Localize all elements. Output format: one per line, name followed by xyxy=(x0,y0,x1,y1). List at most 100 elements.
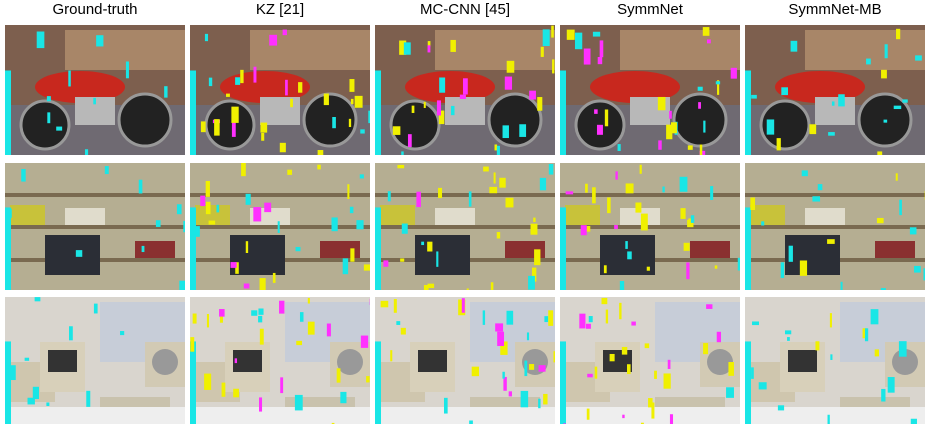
occlusion-mark xyxy=(317,165,320,170)
occlusion-mark xyxy=(606,310,608,324)
shelf xyxy=(375,193,555,197)
occlusion-mark xyxy=(549,164,554,175)
occlusion-mark xyxy=(193,314,197,324)
occlusion-mark xyxy=(838,94,845,106)
occlusion-mark xyxy=(280,377,283,393)
occlusion-mark xyxy=(489,187,497,193)
occlusion-mark xyxy=(416,192,421,207)
wheel xyxy=(391,101,439,149)
occlusion-mark xyxy=(438,188,442,198)
image-cell xyxy=(745,163,926,302)
occlusion-mark xyxy=(767,119,774,134)
occlusion-mark xyxy=(881,389,885,402)
box xyxy=(805,208,845,225)
occlusion-mark xyxy=(615,171,617,179)
occlusion-mark xyxy=(700,145,703,159)
occlusion-mark xyxy=(528,276,535,290)
occlusion-mark xyxy=(261,133,264,141)
occlusion-mark xyxy=(9,365,16,380)
occlusion-mark xyxy=(521,391,529,407)
wheel xyxy=(489,94,541,146)
occlusion-mark xyxy=(494,172,496,183)
occlusion-mark xyxy=(726,387,734,398)
occlusion-mark xyxy=(894,106,902,109)
occlusion-mark xyxy=(46,402,49,406)
occlusion-mark xyxy=(738,258,745,271)
occlusion-mark xyxy=(179,281,186,294)
occlusion-mark xyxy=(296,341,302,345)
occlusion-mark xyxy=(544,316,548,322)
wheel xyxy=(674,94,726,146)
occlusion-mark xyxy=(279,301,284,314)
occlusion-mark xyxy=(408,134,412,147)
occlusion-mark xyxy=(258,308,263,314)
occlusion-mark xyxy=(495,323,503,331)
occlusion-mark xyxy=(706,304,712,309)
occlusion-mark xyxy=(866,59,871,65)
image-cell xyxy=(5,297,185,424)
occlusion-mark xyxy=(647,267,650,271)
occlusion-mark xyxy=(789,246,793,262)
occlusion-mark xyxy=(491,282,494,294)
occlusion-mark xyxy=(670,414,673,424)
occlusion-mark xyxy=(777,138,781,150)
image-cell xyxy=(560,297,740,424)
occlusion-mark xyxy=(902,99,907,102)
occlusion-mark xyxy=(139,180,143,194)
occlusion-mark xyxy=(355,96,363,108)
occlusion-mark xyxy=(604,265,607,273)
occlusion-mark xyxy=(915,55,922,60)
occlusion-mark xyxy=(397,165,404,168)
occlusion-mark xyxy=(543,394,547,405)
occlusion-mark xyxy=(584,49,591,65)
occlusion-mark xyxy=(619,303,621,319)
occlusion-mark xyxy=(94,304,98,314)
occlusion-mark xyxy=(503,125,509,138)
occlusion-mark xyxy=(35,297,41,301)
occlusion-mark xyxy=(201,121,206,132)
occlusion-mark xyxy=(240,70,243,83)
occlusion-mark xyxy=(703,343,708,354)
occlusion-mark xyxy=(787,337,790,341)
occlusion-mark xyxy=(142,246,145,252)
occlusion-mark xyxy=(871,309,879,324)
occlusion-mark xyxy=(610,354,615,361)
occlusion-mark xyxy=(698,102,701,109)
occlusion-mark xyxy=(96,35,103,46)
occlusion-mark xyxy=(56,127,62,131)
occlusion-mark xyxy=(875,349,879,356)
occlusion-mark xyxy=(543,29,550,46)
occlusion-mark xyxy=(691,215,694,223)
occlusion-mark xyxy=(220,316,223,323)
occlusion-mark xyxy=(205,34,208,41)
occlusion-mark xyxy=(259,397,262,411)
occlusion-mark xyxy=(503,377,506,391)
occlusion-mark xyxy=(614,225,618,229)
occlusion-mark xyxy=(183,221,190,232)
occlusion-mark xyxy=(728,362,734,376)
occlusion-mark xyxy=(791,41,798,52)
bottles xyxy=(690,241,730,258)
occlusion-mark xyxy=(318,150,324,158)
occlusion-mark xyxy=(680,208,685,219)
occlusion-mark xyxy=(251,310,257,315)
occlusion-mark xyxy=(896,29,900,39)
occlusion-mark xyxy=(841,282,843,298)
occlusion-mark xyxy=(444,398,448,414)
shelf xyxy=(190,193,370,197)
shelf xyxy=(745,225,925,229)
occlusion-mark xyxy=(462,298,465,313)
occlusion-mark xyxy=(548,310,553,326)
shelf xyxy=(65,30,185,70)
occlusion-mark xyxy=(495,144,498,150)
image-cell xyxy=(190,163,371,293)
occlusion-mark xyxy=(235,358,237,363)
occlusion-mark xyxy=(439,77,445,92)
occlusion-mark xyxy=(244,284,250,289)
occlusion-mark xyxy=(602,298,608,304)
occlusion-mark xyxy=(654,371,657,379)
occlusion-mark xyxy=(332,217,338,231)
shelf xyxy=(745,193,925,197)
occlusion-mark xyxy=(450,40,455,52)
screen xyxy=(788,350,817,372)
